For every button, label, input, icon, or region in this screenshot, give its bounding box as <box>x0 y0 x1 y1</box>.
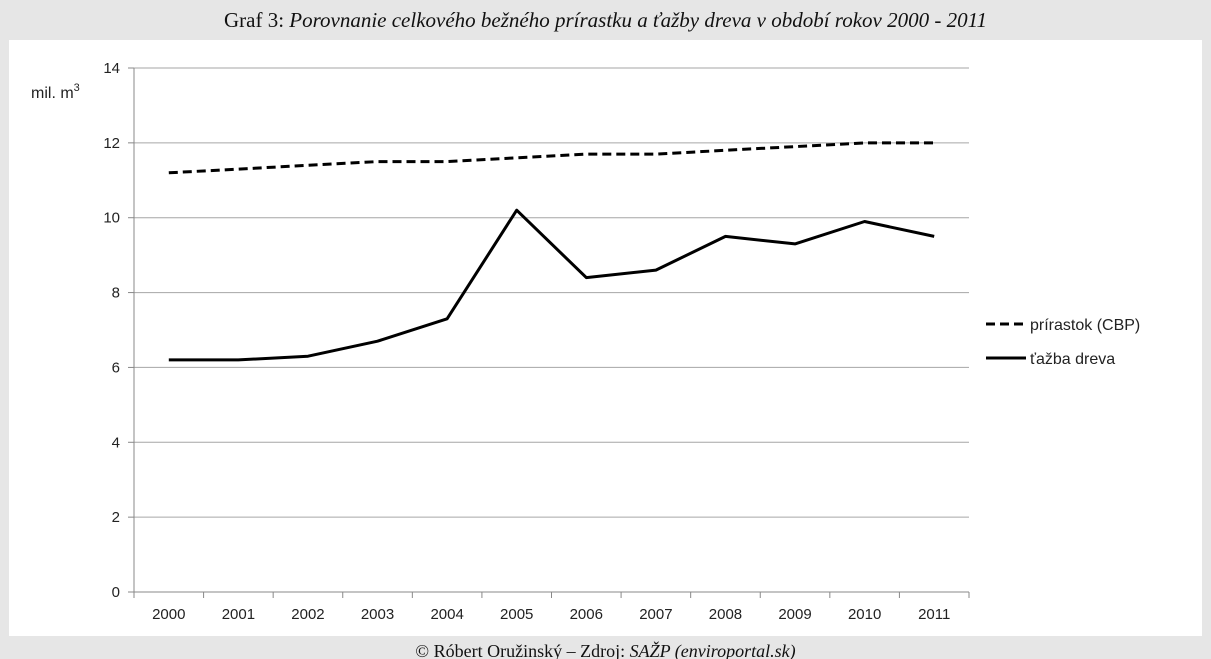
y-tick-label: 8 <box>112 285 120 302</box>
x-tick-labels: 2000 2001 2002 2003 2004 2005 2006 2007 2008 2009… <box>152 606 950 623</box>
x-tick-label: 2010 <box>848 606 881 623</box>
y-tick-label: 14 <box>103 60 120 77</box>
chart-area: 0 2 4 6 8 10 12 14 2000 2001 2002 2003 2004 2005 2006… <box>9 40 1202 636</box>
y-tick-label: 6 <box>112 359 120 376</box>
chart-title: Porovnanie celkového bežného prírastku a… <box>289 8 988 32</box>
footer-source: SAŽP (enviroportal.sk) <box>629 641 796 659</box>
x-tick-label: 2006 <box>570 606 603 623</box>
x-tick-label: 2000 <box>152 606 185 623</box>
caption-prefix: Graf 3: <box>223 8 285 32</box>
axes <box>128 67 970 598</box>
legend-label: ťažba dreva <box>1030 351 1115 368</box>
footer-credit: © Róbert Oružinský – Zdroj: <box>415 641 626 659</box>
x-tick-label: 2002 <box>291 606 324 623</box>
figure-caption: Graf 3: Porovnanie celkového bežného prí… <box>0 0 1211 40</box>
y-tick-label: 2 <box>112 509 120 526</box>
gridlines <box>134 67 969 518</box>
series-lines <box>168 141 935 362</box>
series-line-tazba <box>168 208 935 362</box>
x-tick-label: 2007 <box>639 606 672 623</box>
figure-footer: © Róbert Oružinský – Zdroj: SAŽP (enviro… <box>0 636 1211 659</box>
y-tick-label: 10 <box>103 210 120 227</box>
y-tick-label: 4 <box>112 434 120 451</box>
x-tick-label: 2009 <box>778 606 811 623</box>
series-line-prirastok <box>168 141 935 175</box>
y-axis-label: mil. m3 <box>31 82 80 102</box>
x-tick-label: 2008 <box>709 606 742 623</box>
x-tick-label: 2003 <box>361 606 394 623</box>
x-tick-label: 2005 <box>500 606 533 623</box>
x-tick-label: 2004 <box>430 606 463 623</box>
line-chart: 0 2 4 6 8 10 12 14 2000 2001 2002 2003 2004 2005 2006… <box>31 60 1140 623</box>
y-tick-labels: 0 2 4 6 8 10 12 14 <box>103 60 120 601</box>
y-tick-label: 12 <box>103 135 120 152</box>
x-tick-label: 2001 <box>222 606 255 623</box>
x-tick-label: 2011 <box>918 606 950 623</box>
y-tick-label: 0 <box>112 584 120 601</box>
legend: prírastok (CBP) ťažba dreva <box>986 317 1140 368</box>
legend-label: prírastok (CBP) <box>1030 317 1140 334</box>
